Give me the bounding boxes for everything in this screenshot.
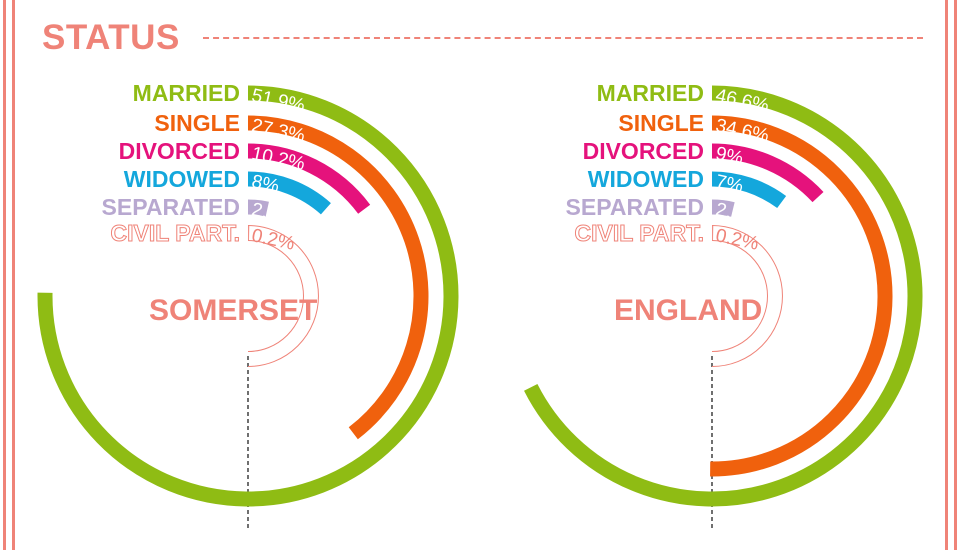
somerset-single-value: 27.3% <box>250 115 307 147</box>
somerset-divorced-value: 10.2% <box>250 143 307 175</box>
england-title: ENGLAND <box>614 294 762 327</box>
frame-right-inner-line <box>945 0 948 550</box>
somerset-title: SOMERSET <box>149 294 317 327</box>
somerset-married-value: 51.9% <box>250 85 307 117</box>
somerset-separated-label: SEPARATED <box>102 194 240 220</box>
somerset-married-arc <box>37 85 459 507</box>
england-civil-part-value: 0.2% <box>714 225 761 255</box>
somerset-married-label: MARRIED <box>133 80 240 106</box>
england-widowed-value: 7% <box>714 171 745 197</box>
england-married-arc <box>524 85 923 507</box>
england-divorced-label: DIVORCED <box>583 138 704 164</box>
somerset-divorced-arc <box>247 143 371 214</box>
section-title: STATUS <box>42 18 180 57</box>
england-civil-part-outline-inner <box>711 240 768 352</box>
somerset-civil-part-outline-outer <box>247 225 319 367</box>
somerset-chart: MARRIED 51.9% SINGLE 27.3% DIVORCED 10.2% WIDO… <box>37 80 459 529</box>
england-civil-part-label: CIVIL PART. <box>575 220 705 246</box>
england-single-arc <box>710 115 893 477</box>
england-married-label: MARRIED <box>597 80 704 106</box>
title-dashed-rule <box>203 37 923 39</box>
somerset-civil-part-label: CIVIL PART. <box>111 220 241 246</box>
somerset-separated-arc <box>247 199 269 217</box>
somerset-civil-part-outline-inner <box>247 240 304 352</box>
somerset-widowed-arc <box>247 171 331 215</box>
somerset-single-label: SINGLE <box>154 110 240 136</box>
somerset-widowed-value: 8% <box>250 171 281 197</box>
somerset-single-arc <box>247 115 429 440</box>
england-widowed-arc <box>711 171 787 209</box>
somerset-separated-value: 2.4% <box>250 199 297 229</box>
england-divorced-arc <box>711 143 824 203</box>
frame-right-outer-line <box>954 0 957 550</box>
england-separated-label: SEPARATED <box>566 194 704 220</box>
somerset-divorced-label: DIVORCED <box>119 138 240 164</box>
england-civil-part-outline-outer <box>711 225 783 367</box>
somerset-civil-part-value: 0.2% <box>250 225 297 255</box>
england-separated-value: 2.6% <box>714 199 761 229</box>
england-married-value: 46.6% <box>714 85 771 117</box>
frame-left-inner-line <box>12 0 15 550</box>
somerset-widowed-label: WIDOWED <box>124 166 240 192</box>
frame-left-outer-line <box>3 0 6 550</box>
england-divorced-value: 9% <box>714 143 745 169</box>
england-widowed-label: WIDOWED <box>588 166 704 192</box>
england-single-value: 34.6% <box>714 115 771 147</box>
england-chart: MARRIED 46.6% SINGLE 34.6% DIVORCED 9% WIDOWED… <box>524 80 923 529</box>
england-single-label: SINGLE <box>618 110 704 136</box>
england-separated-arc <box>711 199 735 217</box>
